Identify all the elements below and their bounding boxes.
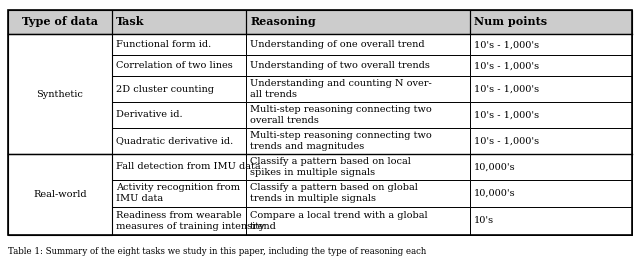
- Bar: [8, 10, 112, 34]
- Text: Derivative id.: Derivative id.: [116, 111, 182, 119]
- Bar: [8, 34, 112, 154]
- Text: Classify a pattern based on local
spikes in multiple signals: Classify a pattern based on local spikes…: [250, 157, 411, 177]
- Bar: [112, 10, 246, 34]
- Text: Activity recognition from
IMU data: Activity recognition from IMU data: [116, 183, 240, 203]
- Bar: [112, 102, 246, 128]
- Text: Quadratic derivative id.: Quadratic derivative id.: [116, 136, 233, 145]
- Text: 10's - 1,000's: 10's - 1,000's: [474, 136, 540, 145]
- Text: Multi-step reasoning connecting two
overall trends: Multi-step reasoning connecting two over…: [250, 105, 432, 125]
- Text: Real-world: Real-world: [33, 190, 86, 199]
- Text: 10's - 1,000's: 10's - 1,000's: [474, 61, 540, 70]
- Bar: [470, 180, 632, 207]
- Bar: [8, 154, 112, 235]
- Text: Understanding of one overall trend: Understanding of one overall trend: [250, 40, 425, 49]
- Bar: [112, 207, 246, 235]
- Bar: [246, 76, 470, 102]
- Text: Num points: Num points: [474, 16, 547, 28]
- Bar: [246, 55, 470, 76]
- Bar: [112, 128, 246, 154]
- Text: Multi-step reasoning connecting two
trends and magnitudes: Multi-step reasoning connecting two tren…: [250, 131, 432, 151]
- Bar: [112, 154, 246, 180]
- Text: 10's - 1,000's: 10's - 1,000's: [474, 111, 540, 119]
- Bar: [470, 128, 632, 154]
- Text: 2D cluster counting: 2D cluster counting: [116, 85, 214, 94]
- Bar: [8, 154, 112, 235]
- Text: Understanding of two overall trends: Understanding of two overall trends: [250, 61, 430, 70]
- Bar: [246, 180, 470, 207]
- Bar: [246, 207, 470, 235]
- Bar: [246, 154, 470, 180]
- Bar: [470, 76, 632, 102]
- Text: 10,000's: 10,000's: [474, 189, 516, 198]
- Text: Readiness from wearable
measures of training intensity: Readiness from wearable measures of trai…: [116, 211, 264, 231]
- Bar: [470, 102, 632, 128]
- Bar: [8, 34, 112, 154]
- Text: Table 1: Summary of the eight tasks we study in this paper, including the type o: Table 1: Summary of the eight tasks we s…: [8, 248, 426, 257]
- Text: 10's - 1,000's: 10's - 1,000's: [474, 40, 540, 49]
- Text: Reasoning: Reasoning: [250, 16, 316, 28]
- Bar: [112, 55, 246, 76]
- Text: 10's - 1,000's: 10's - 1,000's: [474, 85, 540, 94]
- Bar: [470, 154, 632, 180]
- Bar: [246, 34, 470, 55]
- Bar: [8, 10, 632, 235]
- Text: Compare a local trend with a global
trend: Compare a local trend with a global tren…: [250, 211, 428, 231]
- Text: Type of data: Type of data: [22, 16, 98, 28]
- Bar: [112, 34, 246, 55]
- Text: Functional form id.: Functional form id.: [116, 40, 211, 49]
- Bar: [470, 34, 632, 55]
- Bar: [246, 102, 470, 128]
- Bar: [470, 207, 632, 235]
- Text: 10's: 10's: [474, 216, 494, 226]
- Text: Correlation of two lines: Correlation of two lines: [116, 61, 232, 70]
- Text: Classify a pattern based on global
trends in multiple signals: Classify a pattern based on global trend…: [250, 183, 418, 203]
- Bar: [246, 10, 470, 34]
- Bar: [8, 10, 632, 34]
- Bar: [246, 128, 470, 154]
- Bar: [112, 76, 246, 102]
- Text: Task: Task: [116, 16, 145, 28]
- Text: Fall detection from IMU data: Fall detection from IMU data: [116, 162, 260, 171]
- Text: Understanding and counting N over-
all trends: Understanding and counting N over- all t…: [250, 79, 432, 99]
- Bar: [112, 180, 246, 207]
- Bar: [470, 10, 632, 34]
- Text: Synthetic: Synthetic: [36, 90, 83, 98]
- Bar: [470, 55, 632, 76]
- Text: 10,000's: 10,000's: [474, 162, 516, 171]
